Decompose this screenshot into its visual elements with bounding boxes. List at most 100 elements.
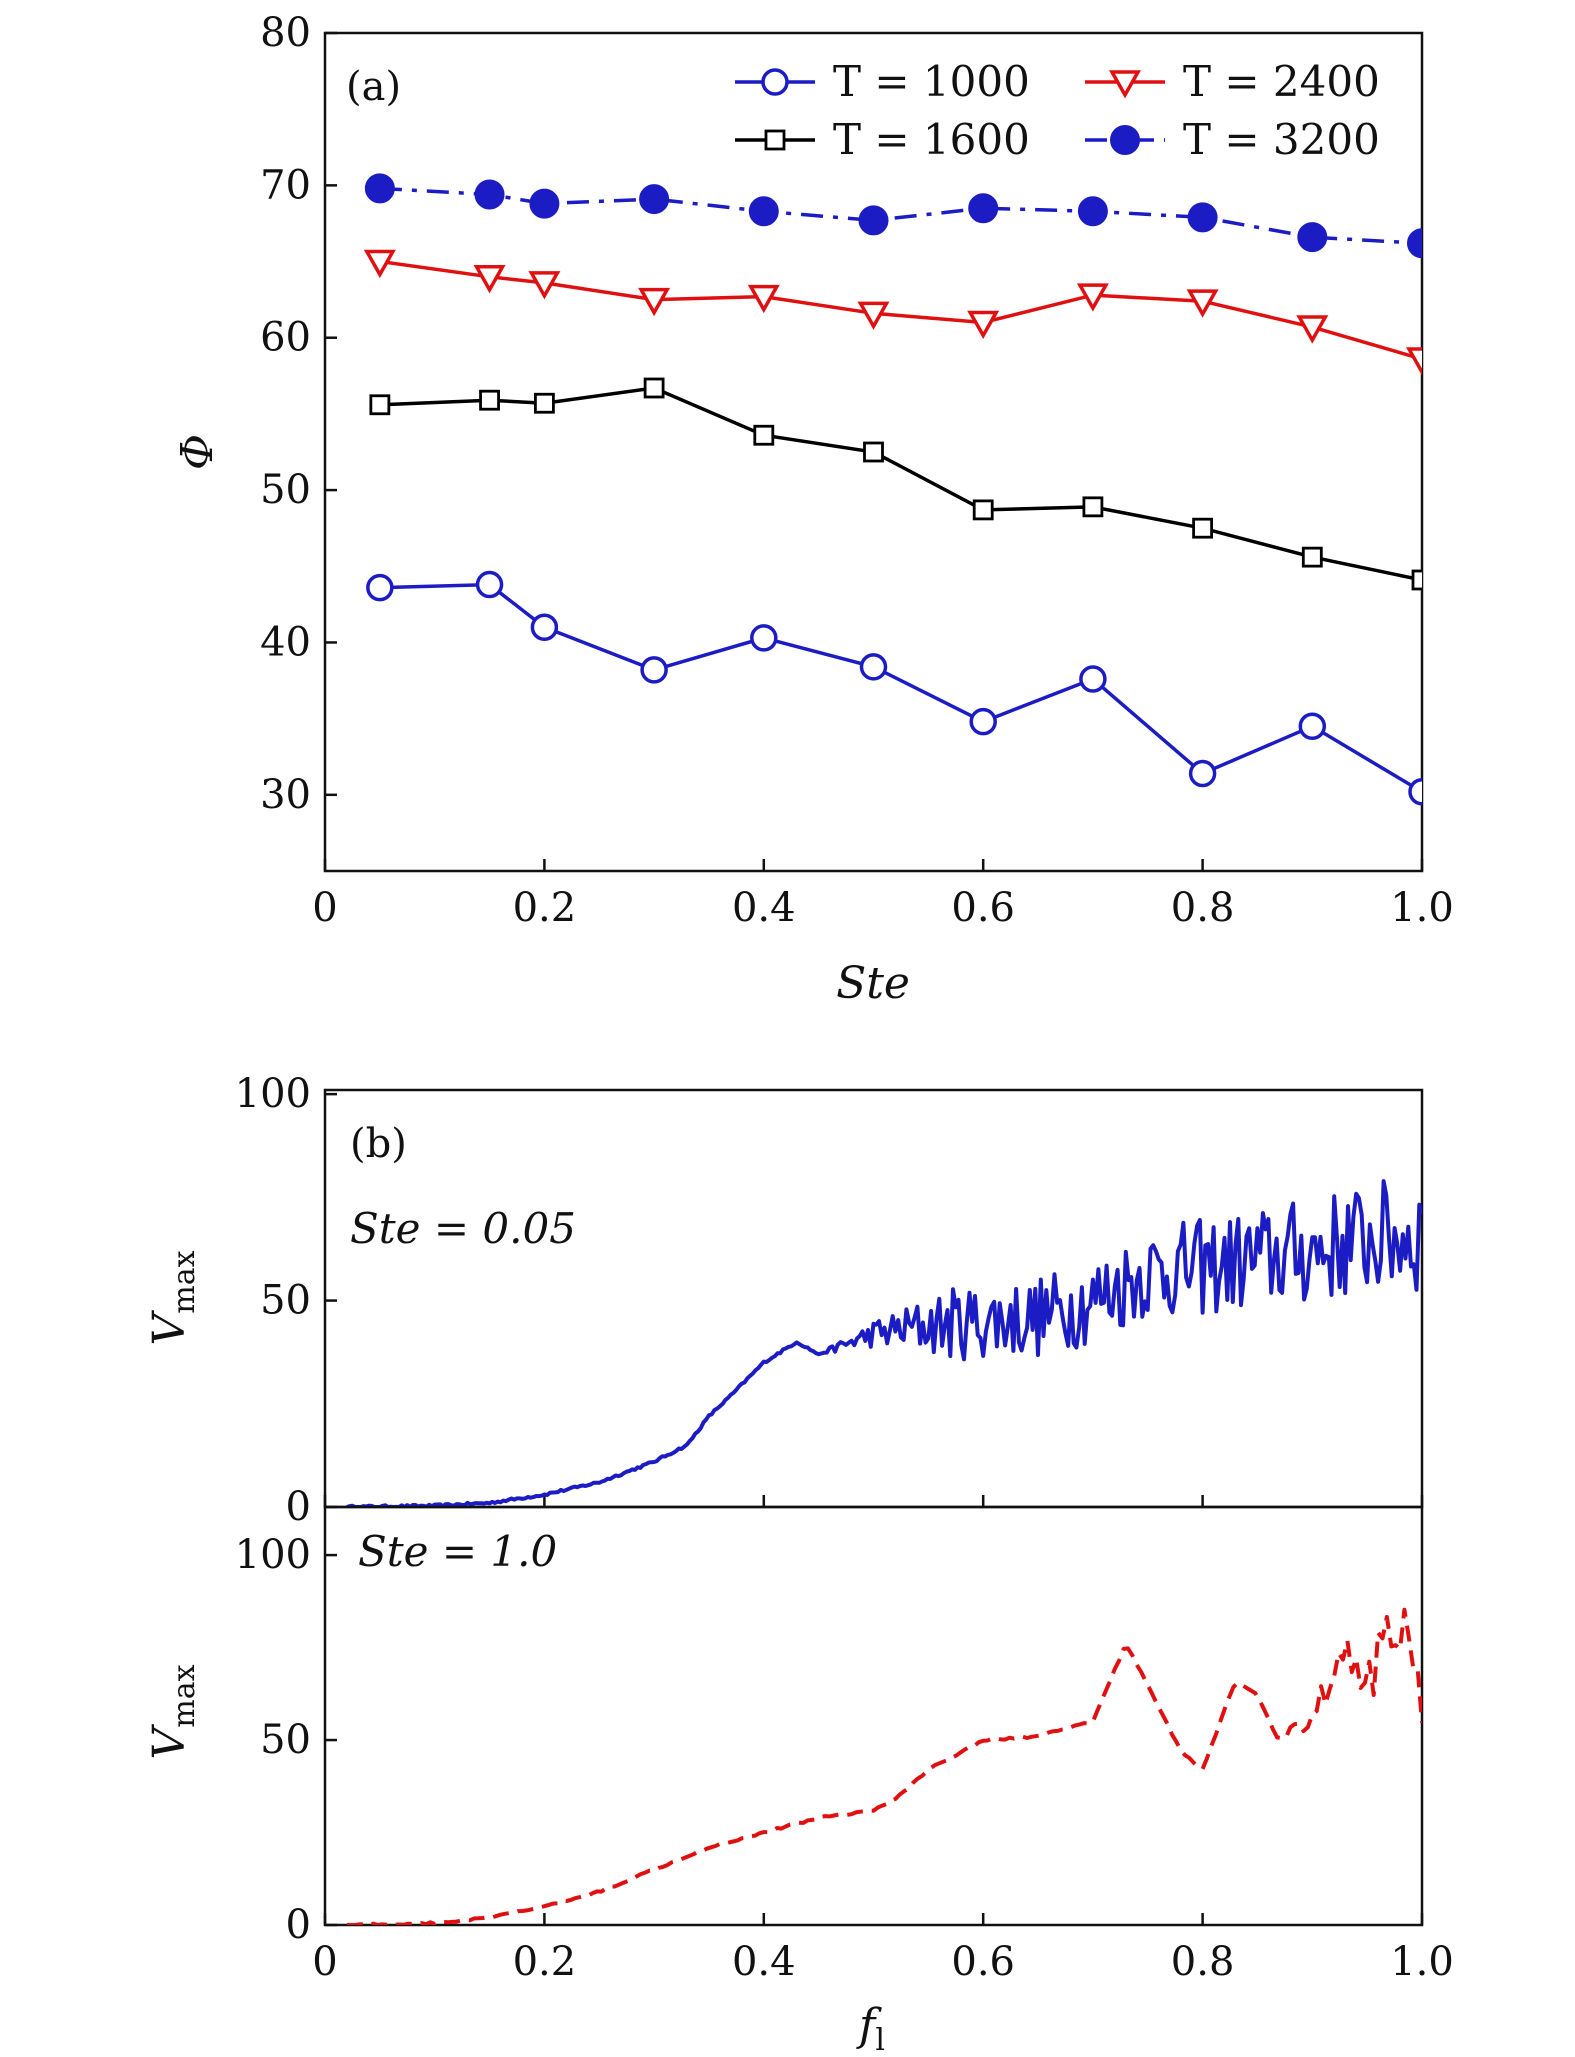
panel-b-bottom-ylabel-sub: max <box>167 1664 202 1727</box>
panel-a: 0 0.2 0.4 0.6 0.8 1.0 30 40 50 60 70 80 (a) Ste Φ T… <box>172 10 1454 1009</box>
legend-marker <box>761 68 789 96</box>
panel-b-bottom-series <box>346 1607 1422 1925</box>
data-point <box>857 301 890 330</box>
data-point <box>748 196 779 227</box>
legend-marker <box>764 129 786 151</box>
panel-a-series <box>363 173 1422 806</box>
data-point <box>1296 315 1329 344</box>
panel-b-top-ylabel-main: V <box>144 1310 195 1346</box>
data-point <box>643 377 665 399</box>
data-point <box>369 394 391 416</box>
data-point <box>863 441 884 463</box>
legend-item: T = 2400 <box>1085 57 1380 106</box>
panel-b-top-series <box>346 1179 1422 1507</box>
data-point <box>972 499 994 521</box>
panel-a-frame <box>323 31 1424 873</box>
data-point <box>640 656 668 684</box>
panel-b-bottom-annotation: Ste = 1.0 <box>358 1527 557 1576</box>
panel-a-ytick-label: 70 <box>260 162 311 208</box>
data-point <box>1297 222 1328 253</box>
panel-a-xlabel: Ste <box>836 958 910 1009</box>
legend-marker <box>1109 70 1141 99</box>
panel-b-bottom-ytick-label: 100 <box>235 1532 311 1578</box>
series-1-line <box>346 1607 1422 1925</box>
data-point <box>969 707 997 736</box>
data-point <box>479 389 500 411</box>
data-point <box>639 184 670 215</box>
panel-b-bottom-xtick-label: 0 <box>312 1939 337 1985</box>
panel-a-label: (a) <box>346 64 401 110</box>
panel-a-xtick-label: 0 <box>312 885 337 931</box>
panel-b-top-ytick-label: 100 <box>235 1071 311 1117</box>
data-point <box>1408 778 1422 806</box>
panel-a-ytick-label: 50 <box>260 467 311 513</box>
panel-b-top-ylabel-sub: max <box>167 1250 202 1313</box>
series-line <box>379 582 1422 794</box>
series-1-line <box>346 1179 1422 1507</box>
data-point <box>366 573 394 602</box>
data-point <box>363 249 396 279</box>
panel-b-bottom-xtick-label: 0.6 <box>951 1939 1015 1985</box>
data-point <box>1192 517 1213 539</box>
series-3 <box>363 249 1422 376</box>
data-point <box>968 193 999 224</box>
data-point <box>473 265 506 294</box>
data-point <box>1079 665 1107 693</box>
data-point <box>1076 283 1109 312</box>
panel-a-ytick-label: 40 <box>260 619 311 665</box>
panel-a-xtick-label: 0.6 <box>951 885 1015 931</box>
legend-item: T = 3200 <box>1085 115 1380 164</box>
panel-b-top-ylabel: Vmax <box>144 1250 202 1345</box>
data-point <box>1077 196 1108 227</box>
series-line <box>379 186 1422 246</box>
panel-b-top-frame <box>323 1088 1424 1509</box>
data-point <box>1187 202 1218 233</box>
legend-item: T = 1000 <box>735 57 1030 106</box>
panel-b-top-annotation: Ste = 0.05 <box>350 1204 576 1253</box>
panel-a-ticks: 0 0.2 0.4 0.6 0.8 1.0 30 40 50 60 70 80 <box>260 10 1454 931</box>
panel-b-bottom-frame <box>323 1505 1424 1927</box>
series-line <box>379 386 1422 582</box>
data-point <box>528 271 561 300</box>
data-point <box>1186 289 1219 318</box>
panel-b-label: (b) <box>350 1121 407 1167</box>
data-point <box>364 173 395 204</box>
panel-b-bottom-ylabel: Vmax <box>144 1664 202 1759</box>
series-2 <box>369 377 1422 591</box>
panel-a-ytick-label: 60 <box>260 315 311 361</box>
panel-b-bottom-xtick-label: 0.4 <box>732 1939 796 1985</box>
legend-label: T = 1000 <box>833 57 1030 106</box>
data-point <box>750 624 778 652</box>
panel-a-legend: T = 1000 T = 2400 T = 1600 T = 3200 <box>735 57 1380 164</box>
data-point <box>475 570 504 599</box>
panel-a-xtick-label: 1.0 <box>1390 885 1454 931</box>
panel-b-xlabel: fl <box>856 2000 885 2057</box>
data-point <box>967 310 1000 340</box>
data-point <box>1407 228 1422 259</box>
legend-label: T = 3200 <box>1183 115 1380 164</box>
data-point <box>859 653 888 681</box>
legend-label: T = 2400 <box>1183 57 1380 106</box>
panel-b-bottom: 0 0.2 0.4 0.6 0.8 1.0 0 50 100 Ste = 1.0 Vmax fl <box>144 1505 1454 2057</box>
legend-item: T = 1600 <box>735 115 1030 164</box>
data-point <box>1298 712 1327 741</box>
panel-a-xtick-label: 0.2 <box>513 885 577 931</box>
series-4 <box>364 173 1422 259</box>
panel-b-top-ytick-label: 0 <box>286 1484 311 1530</box>
data-point <box>1082 496 1104 518</box>
legend-label: T = 1600 <box>833 115 1030 164</box>
data-point <box>1301 546 1323 568</box>
panel-b-xlabel-sub: l <box>875 2023 885 2057</box>
data-point <box>534 392 555 414</box>
data-point <box>1188 759 1217 788</box>
panel-b-top: 0 50 100 (b) Ste = 0.05 Vmax <box>144 1071 1424 1530</box>
panel-b-bottom-ytick-label: 0 <box>286 1902 311 1948</box>
legend-marker <box>1110 125 1140 155</box>
data-point <box>858 205 889 236</box>
series-1 <box>366 570 1422 806</box>
panel-a-xtick-label: 0.8 <box>1171 885 1235 931</box>
data-point <box>1411 569 1422 591</box>
panel-a-ytick-label: 80 <box>260 10 311 56</box>
panel-b-bottom-ytick-label: 50 <box>260 1717 311 1763</box>
